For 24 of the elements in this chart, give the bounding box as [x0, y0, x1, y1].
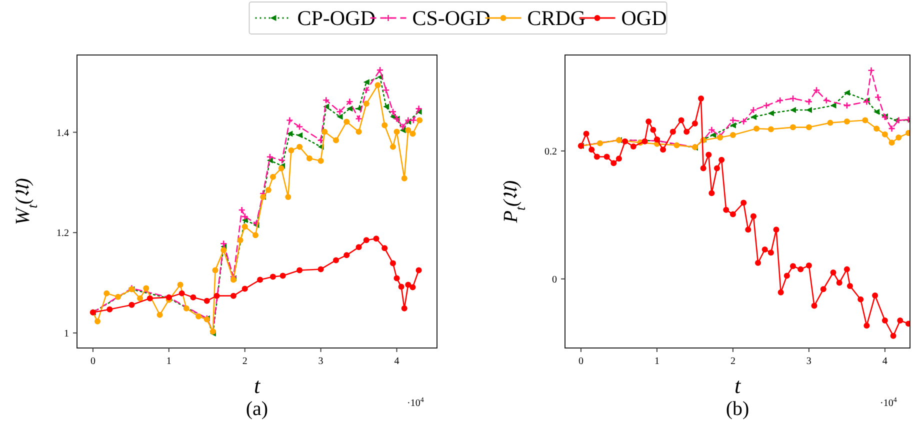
text: (a) — [246, 398, 268, 420]
x-tick-label: 1 — [654, 356, 660, 367]
x-tick-label: 3 — [318, 356, 324, 367]
legend-label: CP-OGD — [297, 6, 376, 30]
x-tick-label: 0 — [90, 356, 96, 367]
x-axis-title: t — [254, 373, 261, 398]
text: ·10$^{4}$ — [407, 396, 424, 409]
x-tick-label: 0 — [578, 356, 584, 367]
y-tick-label: 0.2 — [544, 146, 557, 158]
x-tick-label: 4 — [882, 356, 888, 367]
legend-label: CS-OGD — [412, 6, 490, 30]
x-axis-title: t — [734, 373, 742, 398]
text: (b) — [726, 398, 750, 420]
y-tick-label: 1.2 — [56, 228, 69, 240]
x-tick-label: 4 — [394, 356, 400, 367]
y-tick-label: 1.4 — [56, 128, 69, 139]
x-tick-label: 2 — [730, 356, 736, 367]
x-tick-label: 3 — [806, 356, 812, 367]
text: ·10$^{4}$ — [880, 396, 898, 409]
x-tick-label: 2 — [242, 356, 248, 367]
legend-label: CRDG — [527, 6, 586, 30]
y-tick-label: 1 — [64, 328, 69, 340]
legend-label: OGD — [621, 6, 667, 30]
x-tick-label: 1 — [166, 356, 172, 367]
